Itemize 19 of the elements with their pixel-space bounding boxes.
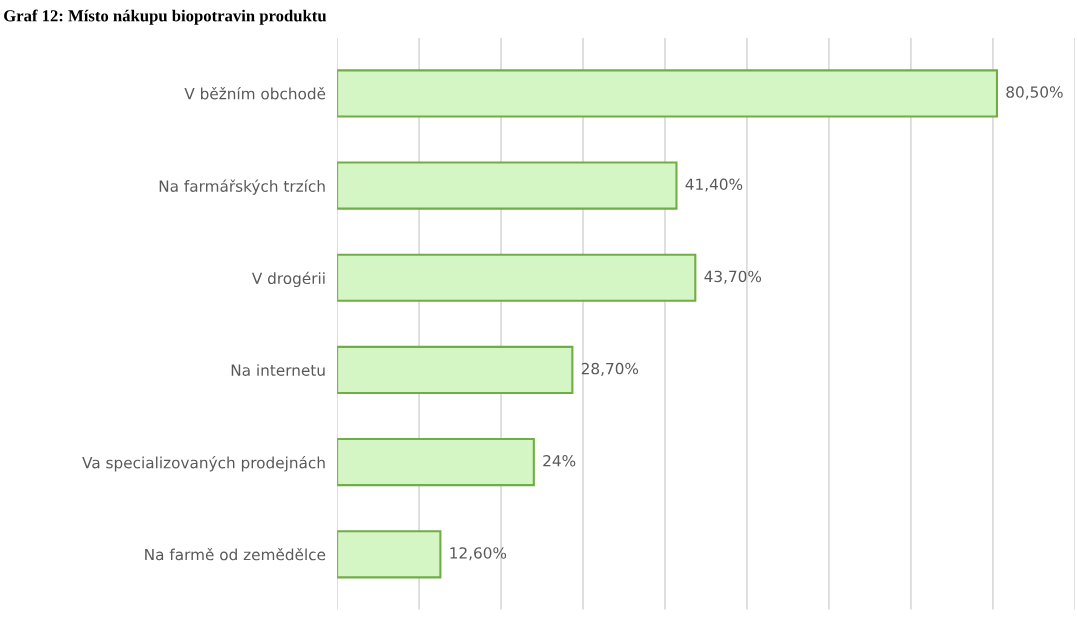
data-label: 43,70%	[704, 270, 762, 284]
bar	[337, 69, 999, 118]
data-label: 28,70%	[581, 362, 639, 376]
y-tick-label: Va specializovaných prodejnách	[82, 456, 325, 472]
bar	[337, 438, 535, 487]
bar	[337, 345, 574, 395]
bar	[337, 161, 678, 210]
data-label: 80,50%	[1006, 86, 1063, 100]
y-tick-label: V běžním obchodě	[184, 86, 326, 100]
data-label: 12,60%	[450, 547, 507, 561]
bar	[337, 530, 442, 579]
text: Graf 12: Místo nákupu biopotravin produktu	[4, 9, 327, 25]
y-tick-label: Na internetu	[231, 364, 325, 376]
bar	[337, 253, 697, 302]
data-label: 41,40%	[685, 178, 743, 192]
y-tick-label: Na farmářských trzích	[159, 179, 325, 195]
y-tick-label: Na farmě od zemědělce	[145, 547, 326, 561]
y-tick-label: V drogérii	[251, 271, 325, 288]
data-label: 24%	[543, 454, 576, 467]
